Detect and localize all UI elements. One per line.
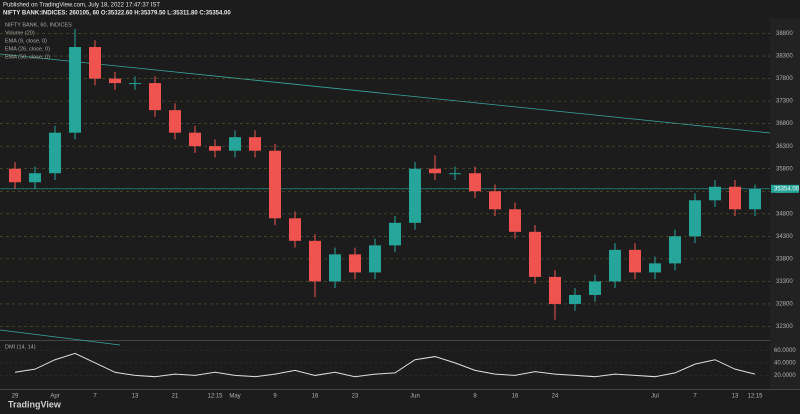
candle-body (369, 245, 381, 273)
published: Published on TradingView.com, July 18, 2… (3, 3, 160, 9)
candle-body (189, 132, 201, 147)
x-tick-label: 8 (473, 394, 477, 400)
y-tick-label: 38300 (776, 54, 793, 60)
y-tick-label: 33800 (776, 256, 793, 262)
legend-entry: EMA (26, close, 0) (5, 46, 50, 52)
x-tick-label: 13 (132, 394, 139, 400)
candle-body (309, 240, 321, 282)
candle-body (649, 263, 661, 273)
y-tick-label: 36300 (776, 144, 793, 150)
candle-body (229, 137, 241, 151)
candle-body (29, 173, 41, 183)
x-tick-label: 13 (732, 394, 739, 400)
y-tick-label: 34800 (776, 211, 793, 217)
dmi-title: DMI (14, 14) (5, 344, 36, 350)
candle-body (749, 188, 761, 210)
y-tick-label: 36800 (776, 121, 793, 127)
y-tick-label: 37800 (776, 76, 793, 82)
x-tick-label: 9 (273, 394, 277, 400)
candle-body (149, 83, 161, 111)
candle-body (589, 281, 601, 295)
candle-body (669, 236, 681, 264)
candle-body (349, 254, 361, 273)
x-tick-label: May (229, 394, 240, 400)
candle-body (169, 110, 181, 133)
candle-body (9, 168, 21, 183)
candle-body (529, 231, 541, 277)
price-axis (770, 18, 800, 390)
candle-body (569, 294, 581, 304)
candle-body (269, 150, 281, 219)
last-price-label: 35354.00 (774, 186, 800, 192)
candle-body (729, 186, 741, 210)
candle-body (329, 254, 341, 282)
y-tick-label: 37300 (776, 99, 793, 105)
x-tick-label: 16 (312, 394, 319, 400)
x-tick-label: Jun (410, 394, 420, 400)
candle-body (69, 47, 81, 133)
candle-body (429, 168, 441, 174)
candle-body (89, 47, 101, 79)
dmi-line (14, 352, 756, 378)
candle-body (389, 222, 401, 246)
trend-line (0, 53, 771, 134)
x-tick-label: 7 (693, 394, 697, 400)
x-tick-label: 12:15 (747, 394, 763, 400)
legend-entry: NIFTY BANK, 60, INDICES (5, 22, 72, 28)
x-tick-label: Apr (50, 394, 59, 400)
candle-body (509, 209, 521, 232)
y-tick-label: 32800 (776, 302, 793, 308)
x-tick-label: Jul (651, 394, 659, 400)
legend-entry: EMA (50, close, 0) (5, 54, 50, 60)
candle-body (469, 173, 481, 192)
candle-body (449, 173, 461, 175)
dmi-tick-label: 60.0000 (774, 348, 796, 354)
candle-body (609, 249, 621, 282)
footer-logo: TradingView (8, 399, 62, 409)
candle-body (489, 191, 501, 210)
dmi-tick-label: 40.0000 (774, 360, 796, 366)
candle-body (689, 200, 701, 237)
candle-body (109, 78, 121, 84)
x-tick-label: 7 (93, 394, 97, 400)
x-tick-label: 16 (512, 394, 519, 400)
trend-line (0, 329, 121, 346)
y-tick-label: 32300 (776, 324, 793, 330)
legend-entry: EMA (9, close, 0) (5, 38, 47, 44)
y-tick-label: 38800 (776, 31, 793, 37)
candle-body (709, 186, 721, 201)
x-tick-label: 23 (352, 394, 359, 400)
marks (9, 29, 761, 378)
candle-body (409, 168, 421, 223)
candle-body (249, 137, 261, 151)
candle-body (209, 146, 221, 151)
y-tick-label: 35800 (776, 166, 793, 172)
x-tick-label: 12:15 (207, 394, 223, 400)
grid: 3880038300378003730036800363003580035300… (0, 31, 800, 400)
candle-body (129, 83, 141, 85)
candle-body (549, 276, 561, 304)
dmi-tick-label: 20.0000 (774, 373, 796, 379)
candle-body (49, 132, 61, 174)
candle-body (629, 249, 641, 273)
x-tick-label: 21 (172, 394, 179, 400)
x-tick-label: 29 (12, 394, 19, 400)
y-tick-label: 34300 (776, 234, 793, 240)
y-tick-label: 33300 (776, 279, 793, 285)
last-price-tag (771, 184, 799, 193)
symbol-line: NIFTY BANK:INDICES: 260105, 60 O:35322.6… (3, 11, 231, 17)
x-tick-label: 24 (552, 394, 559, 400)
candle-body (289, 218, 301, 241)
